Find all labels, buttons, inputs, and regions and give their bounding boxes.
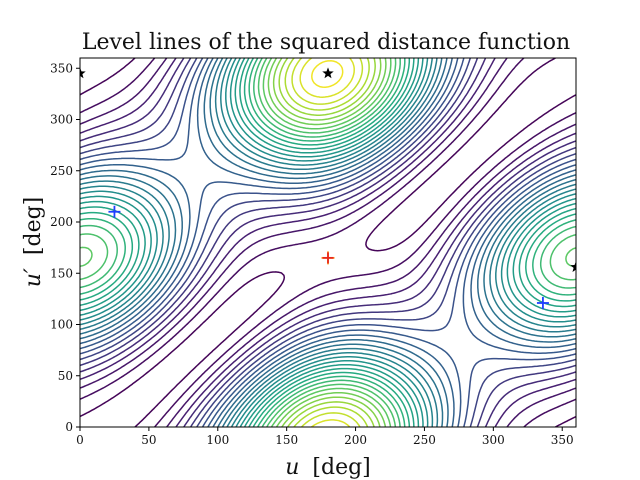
black-star-marker: [322, 67, 334, 79]
x-tick-label: 200: [344, 433, 367, 447]
y-tick-label: 300: [50, 113, 73, 127]
contour-level: [80, 58, 576, 427]
contour-level: [278, 58, 376, 427]
x-tick-label: 50: [141, 433, 156, 447]
contour-level: [299, 58, 355, 427]
contour-level: [291, 58, 364, 427]
chart-title: Level lines of the squared distance func…: [82, 30, 570, 55]
contour-level: [80, 58, 576, 427]
contour-lines: [80, 58, 576, 427]
contour-level: [80, 58, 576, 427]
contour-level: [80, 58, 576, 427]
plot-frame: [79, 57, 577, 428]
x-tick-label: 150: [275, 433, 298, 447]
x-tick-label: 350: [551, 433, 574, 447]
x-tick-label: 100: [206, 433, 229, 447]
contour-level: [80, 58, 576, 427]
y-tick-label: 350: [50, 61, 73, 75]
contour-level: [284, 58, 370, 427]
y-axis-label-unit: [deg]: [21, 197, 46, 255]
blue-plus-marker: [108, 205, 121, 218]
contour-level: [80, 58, 576, 427]
contour-level: [311, 60, 344, 88]
contour-level: [80, 58, 576, 427]
black-star-marker: [570, 261, 576, 272]
x-tick-label: 0: [76, 433, 84, 447]
contour-level: [80, 58, 576, 427]
x-tick-label: 300: [482, 433, 505, 447]
contour-level: [80, 58, 576, 427]
contour-level: [80, 58, 576, 427]
contour-level: [80, 58, 576, 427]
x-axis-label: u [deg]: [285, 455, 371, 480]
contour-level: [80, 58, 576, 427]
black-star-marker: [80, 67, 86, 79]
contour-level: [80, 58, 576, 427]
y-tick-label: 0: [65, 420, 73, 434]
y-tick-label: 100: [50, 318, 73, 332]
y-tick-label: 200: [50, 215, 73, 229]
contour-level: [80, 58, 576, 427]
y-axis-label-var: u′: [21, 268, 46, 287]
y-axis: 0 50 100 150 200 250 300 350: [50, 61, 80, 434]
contour-level: [80, 58, 576, 427]
contour-level: [80, 58, 576, 427]
contour-level: [80, 58, 576, 427]
contour-level: [80, 58, 576, 427]
contour-level: [80, 58, 576, 427]
y-tick-label: 250: [50, 164, 73, 178]
markers: [80, 67, 576, 309]
y-tick-label: 50: [58, 369, 73, 383]
x-axis-label-unit: [deg]: [312, 455, 370, 480]
blue-plus-marker: [536, 296, 549, 309]
contour-level: [80, 58, 576, 427]
contour-level: [267, 58, 387, 427]
x-tick-label: 250: [413, 433, 436, 447]
y-tick-label: 150: [50, 266, 73, 280]
x-axis-label-var: u: [285, 455, 299, 480]
contour-level: [80, 58, 576, 427]
contour-level: [272, 58, 382, 427]
red-plus-marker: [322, 252, 334, 264]
y-axis-label: u′ [deg]: [21, 197, 46, 288]
contour-level: [80, 58, 576, 427]
contour-level: [80, 58, 576, 427]
x-axis: 0 50 100 150 200 250 300 350: [76, 427, 574, 447]
